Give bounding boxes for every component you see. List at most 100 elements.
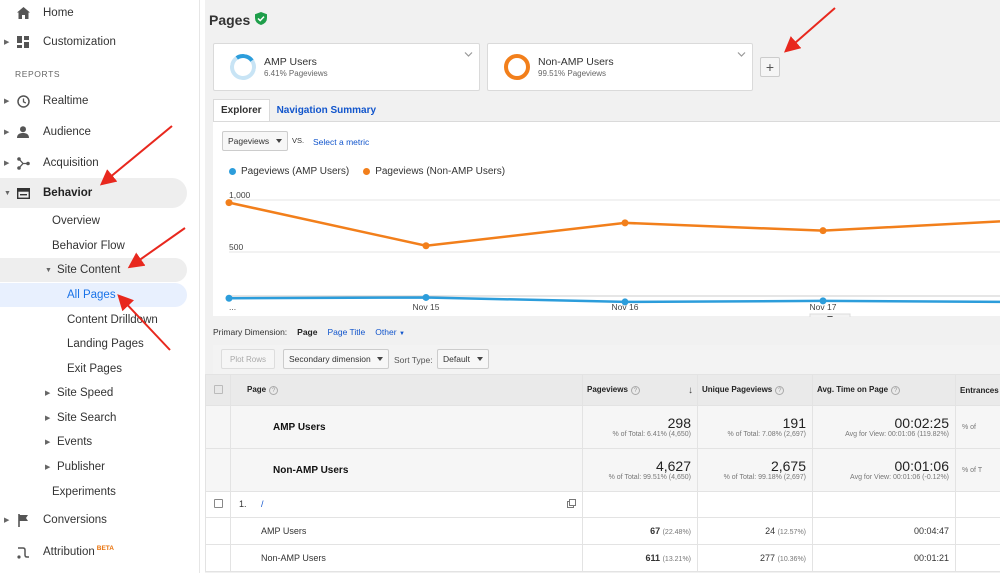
segment-subtitle: 6.41% Pageviews <box>264 69 328 78</box>
chevron-down-icon[interactable] <box>737 50 746 59</box>
sidebar-item-site-search[interactable]: ▶ Site Search <box>0 405 187 431</box>
data-point[interactable] <box>621 298 629 306</box>
x-tick-label: Nov 17 <box>810 302 837 312</box>
page-title-text: Pages <box>209 12 251 28</box>
segment-card-amp[interactable]: AMP Users 6.41% Pageviews <box>213 43 480 91</box>
series-line <box>228 296 1000 304</box>
empty-cell <box>205 517 231 545</box>
sidebar-item-attribution[interactable]: Attribution BETA <box>0 539 187 565</box>
secondary-dimension-select[interactable]: Secondary dimension <box>283 349 389 369</box>
add-segment-button[interactable]: + <box>760 57 780 77</box>
plot-rows-button[interactable]: Plot Rows <box>221 349 275 369</box>
data-point[interactable] <box>819 297 827 305</box>
caret-down-icon: ▼ <box>398 331 405 337</box>
segment-card-non-amp[interactable]: Non-AMP Users 99.51% Pageviews <box>487 43 753 91</box>
person-icon <box>16 125 30 139</box>
help-icon[interactable]: ? <box>775 386 785 395</box>
sort-type-select[interactable]: Default <box>437 349 489 369</box>
sidebar-item-realtime[interactable]: ▶ Realtime <box>0 88 187 114</box>
page-link[interactable]: / <box>261 499 264 509</box>
avg-time-cell: 00:04:47 <box>812 517 956 545</box>
sidebar-item-label: Experiments <box>52 486 116 498</box>
sidebar-item-behavior[interactable]: ▼ Behavior <box>0 180 187 206</box>
sidebar-item-customization[interactable]: ▶ Customization <box>0 29 187 55</box>
cell-value: 611 <box>645 553 661 563</box>
sidebar-item-publisher[interactable]: ▶ Publisher <box>0 454 187 480</box>
sidebar-item-site-speed[interactable]: ▶ Site Speed <box>0 380 187 406</box>
empty-cell <box>955 544 1000 572</box>
data-point[interactable] <box>225 199 233 207</box>
chart-expand-handle[interactable] <box>809 313 851 317</box>
page-cell: 1. / <box>230 491 583 518</box>
caret-right-icon: ▶ <box>4 160 10 167</box>
sidebar-item-label: Overview <box>52 215 100 227</box>
chevron-down-icon[interactable] <box>464 50 473 59</box>
sidebar-item-site-content[interactable]: ▼ Site Content <box>0 257 187 283</box>
total-value: 00:02:25 <box>894 415 950 431</box>
dimension-page-title[interactable]: Page Title <box>327 327 366 337</box>
empty-cell <box>205 448 231 492</box>
avg-time-cell: 00:01:21 <box>812 544 956 572</box>
sidebar-item-conversions[interactable]: ▶ Conversions <box>0 507 187 533</box>
total-value: 191 <box>782 415 806 431</box>
help-icon[interactable]: ? <box>269 386 279 395</box>
sidebar-item-home[interactable]: Home <box>0 0 187 26</box>
empty-cell <box>697 491 813 518</box>
tab-explorer[interactable]: Explorer <box>213 99 270 121</box>
col-header-label: Avg. Time on Page <box>817 385 889 394</box>
col-header-unique-pageviews[interactable]: Unique Pageviews? <box>697 374 813 406</box>
unique-cell: 24 (12.57%) <box>697 517 813 545</box>
col-header-avg-time[interactable]: Avg. Time on Page? <box>812 374 956 406</box>
sidebar-item-all-pages[interactable]: All Pages <box>0 282 187 308</box>
help-icon[interactable]: ? <box>630 385 640 395</box>
row-checkbox[interactable] <box>213 499 223 508</box>
total-percent: Avg for View: 00:01:06 (-0.12%) <box>850 474 949 481</box>
select-metric-link[interactable]: Select a metric <box>313 137 370 147</box>
explorer-panel: Pageviews VS. Select a metric Pageviews … <box>213 121 1000 317</box>
beta-badge: BETA <box>96 545 114 552</box>
unique-cell: 277 (10.36%) <box>697 544 813 572</box>
table-header-row: Page? Pageviews? ↓ Unique Pageviews? Avg.… <box>205 374 1000 406</box>
sidebar-item-acquisition[interactable]: ▶ Acquisition <box>0 150 187 176</box>
data-point[interactable] <box>621 219 629 227</box>
open-external-icon[interactable] <box>567 499 576 510</box>
reports-section-title: REPORTS <box>15 69 61 79</box>
dimension-other[interactable]: Other ▼ <box>375 327 405 337</box>
help-icon[interactable]: ? <box>891 386 901 395</box>
segment-subtitle: 99.51% Pageviews <box>538 69 607 78</box>
sidebar-item-content-drilldown[interactable]: Content Drilldown <box>0 307 187 333</box>
y-tick-label: 1,000 <box>229 190 251 200</box>
sidebar-item-audience[interactable]: ▶ Audience <box>0 119 187 145</box>
data-point[interactable] <box>422 242 430 250</box>
sidebar-item-landing-pages[interactable]: Landing Pages <box>0 331 187 357</box>
data-point[interactable] <box>422 293 430 301</box>
metric-select[interactable]: Pageviews <box>222 131 288 151</box>
tab-navigation-summary[interactable]: Navigation Summary <box>276 104 377 116</box>
sidebar-item-experiments[interactable]: Experiments <box>0 479 187 505</box>
empty-cell <box>205 544 231 572</box>
dimension-page[interactable]: Page <box>297 327 318 337</box>
data-point[interactable] <box>819 227 827 235</box>
select-all-checkbox[interactable] <box>213 384 223 394</box>
sidebar-item-label: Customization <box>43 36 116 48</box>
sidebar-item-behavior-flow[interactable]: Behavior Flow <box>0 233 187 259</box>
row-checkbox-cell <box>205 491 231 518</box>
data-point[interactable] <box>225 294 233 302</box>
table-row[interactable]: 1. / <box>205 491 1000 518</box>
col-header-entrances[interactable]: Entrances <box>955 374 1000 406</box>
col-header-page[interactable]: Page? <box>230 374 583 406</box>
data-table: Page? Pageviews? ↓ Unique Pageviews? Avg.… <box>205 374 1000 572</box>
col-header-pageviews[interactable]: Pageviews? ↓ <box>582 374 698 406</box>
pageviews-cell: 67 (22.48%) <box>582 517 698 545</box>
caret-right-icon: ▶ <box>45 439 51 446</box>
avg-time-total-cell: 00:01:06 Avg for View: 00:01:06 (-0.12%) <box>812 448 956 492</box>
sidebar-item-label: All Pages <box>67 289 116 301</box>
unique-total-cell: 191% of Total: 7.08% (2,697) <box>697 405 813 449</box>
primary-dimension-label: Primary Dimension: <box>213 327 288 337</box>
sidebar-item-label: Audience <box>43 126 91 138</box>
sidebar-item-overview[interactable]: Overview <box>0 208 187 234</box>
cell-percent: (10.36%) <box>777 556 806 563</box>
total-percent: % of <box>962 423 977 431</box>
sidebar-item-exit-pages[interactable]: Exit Pages <box>0 356 187 382</box>
sidebar-item-events[interactable]: ▶ Events <box>0 429 187 455</box>
